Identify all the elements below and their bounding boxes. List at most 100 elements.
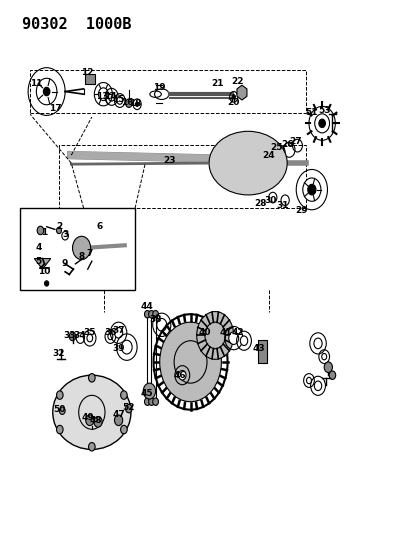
Text: 27: 27 [288, 138, 301, 147]
Text: 41: 41 [218, 328, 231, 337]
Circle shape [178, 370, 185, 380]
Text: 53: 53 [317, 106, 330, 115]
Text: 30: 30 [264, 196, 276, 205]
Circle shape [228, 332, 238, 344]
Text: 12: 12 [81, 68, 94, 77]
Circle shape [275, 149, 281, 156]
Circle shape [313, 338, 321, 349]
Circle shape [120, 425, 127, 434]
Polygon shape [236, 85, 246, 100]
Text: 38: 38 [149, 315, 161, 324]
Text: 16: 16 [120, 98, 133, 107]
Circle shape [148, 311, 154, 318]
Circle shape [232, 95, 235, 99]
Circle shape [306, 377, 311, 384]
Circle shape [144, 398, 150, 406]
Circle shape [240, 336, 247, 345]
Circle shape [116, 97, 122, 104]
Circle shape [152, 311, 158, 318]
Circle shape [72, 236, 90, 260]
Ellipse shape [209, 131, 287, 195]
Circle shape [57, 425, 63, 434]
Circle shape [144, 311, 150, 318]
FancyBboxPatch shape [85, 74, 95, 84]
Text: 3: 3 [62, 230, 68, 239]
Text: 32: 32 [52, 350, 65, 359]
Text: 31: 31 [276, 201, 289, 210]
Text: 23: 23 [164, 156, 176, 165]
Circle shape [313, 381, 321, 391]
Circle shape [59, 407, 65, 415]
Text: 6: 6 [97, 222, 103, 231]
Text: 19: 19 [153, 83, 166, 92]
Circle shape [98, 88, 108, 101]
Text: 49: 49 [81, 413, 94, 422]
Circle shape [125, 99, 132, 108]
Circle shape [88, 442, 95, 451]
Circle shape [45, 281, 49, 286]
Circle shape [43, 87, 50, 96]
Circle shape [159, 322, 221, 402]
Text: 47: 47 [112, 410, 125, 419]
Text: 42: 42 [231, 328, 244, 337]
Circle shape [69, 332, 76, 341]
Circle shape [87, 334, 93, 342]
Circle shape [114, 327, 122, 338]
Text: 50: 50 [52, 405, 65, 414]
Text: 43: 43 [252, 344, 264, 353]
Circle shape [307, 184, 315, 195]
Circle shape [148, 398, 154, 406]
Text: 14: 14 [104, 92, 116, 101]
Text: 8: 8 [78, 253, 85, 262]
Text: 10: 10 [38, 268, 51, 276]
Text: 20: 20 [227, 98, 240, 107]
Circle shape [37, 226, 44, 235]
Text: 4: 4 [35, 244, 41, 253]
Text: 1: 1 [41, 228, 47, 237]
Text: 22: 22 [231, 77, 244, 86]
Text: 44: 44 [141, 302, 153, 311]
Polygon shape [34, 259, 51, 269]
Circle shape [94, 417, 102, 427]
Text: 35: 35 [83, 328, 96, 337]
Text: 29: 29 [294, 206, 307, 215]
Circle shape [196, 312, 233, 359]
Text: 25: 25 [270, 143, 282, 152]
Circle shape [121, 340, 132, 354]
Text: 39: 39 [112, 344, 125, 353]
Circle shape [85, 415, 94, 425]
Text: 36: 36 [104, 328, 116, 337]
FancyBboxPatch shape [257, 340, 267, 363]
Text: 40: 40 [198, 328, 211, 337]
Text: 9: 9 [62, 260, 68, 268]
Circle shape [302, 178, 320, 201]
Text: 18: 18 [128, 99, 141, 108]
Text: 21: 21 [211, 79, 223, 88]
Text: 15: 15 [112, 95, 125, 104]
Text: 90302  1000B: 90302 1000B [22, 17, 131, 33]
Text: 46: 46 [173, 370, 186, 379]
Text: 2: 2 [56, 222, 62, 231]
Circle shape [125, 405, 132, 413]
Text: 48: 48 [90, 416, 102, 425]
Circle shape [114, 415, 122, 425]
Circle shape [57, 391, 63, 399]
Circle shape [56, 227, 61, 233]
Text: 45: 45 [141, 389, 153, 398]
Text: 33: 33 [63, 331, 75, 340]
Text: 37: 37 [112, 326, 125, 335]
Circle shape [152, 398, 158, 406]
Text: 17: 17 [48, 104, 61, 113]
Text: 26: 26 [280, 140, 293, 149]
Text: 7: 7 [86, 249, 93, 258]
Text: 24: 24 [262, 151, 274, 160]
Circle shape [323, 362, 332, 373]
Text: 13: 13 [96, 92, 108, 101]
Text: 52: 52 [122, 402, 135, 411]
Text: 51: 51 [305, 108, 317, 117]
Circle shape [88, 374, 95, 382]
FancyBboxPatch shape [20, 208, 135, 290]
Circle shape [328, 371, 335, 379]
Circle shape [120, 391, 127, 399]
Text: 11: 11 [30, 79, 43, 88]
